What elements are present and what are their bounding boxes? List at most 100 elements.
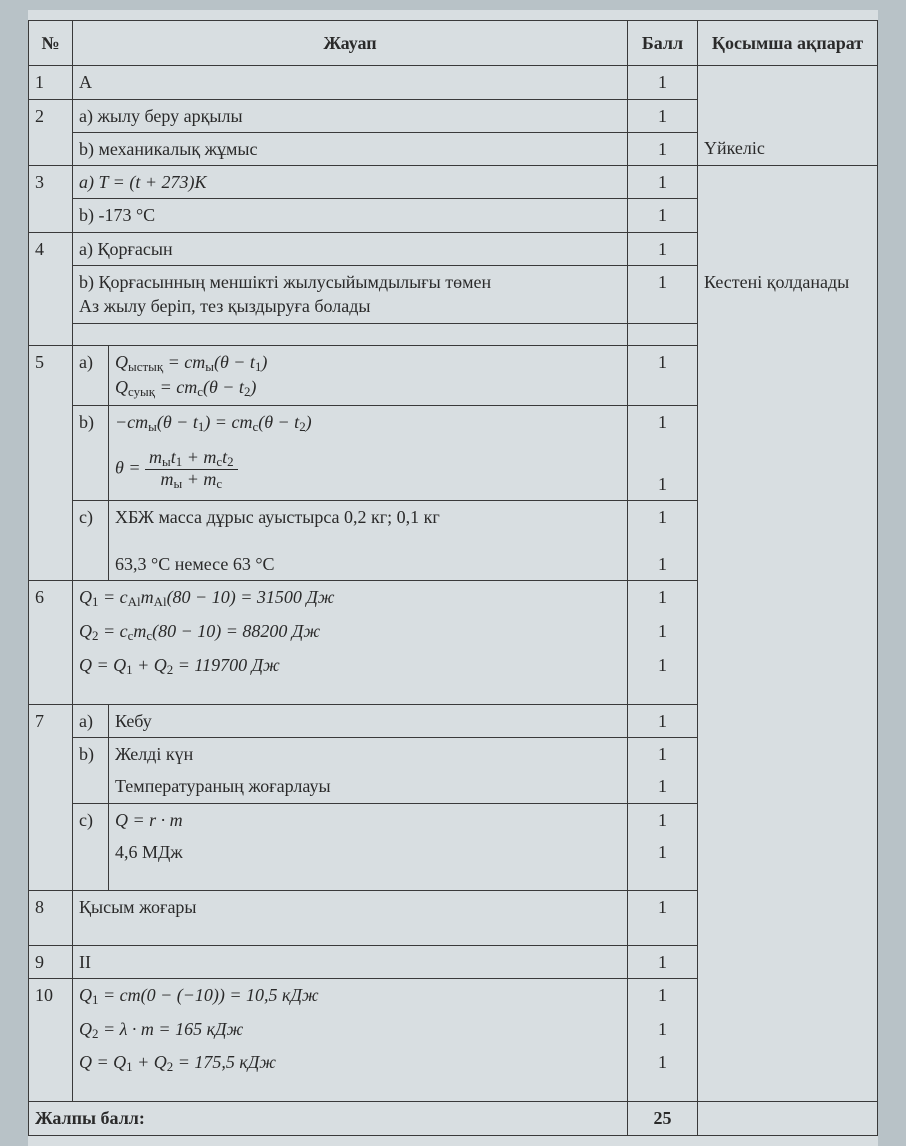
- row-7b2: Температураның жоғарлауы 1: [29, 770, 878, 803]
- col-score-header: Балл: [628, 21, 698, 66]
- row-6c-answer: Q = Q1 + Q2 = 119700 Дж: [73, 649, 628, 683]
- row-2a-extra: [698, 99, 878, 132]
- row-2b-extra: Үйкеліс: [698, 132, 878, 165]
- col-num-header: №: [29, 21, 73, 66]
- row-5-num: 5: [29, 345, 73, 405]
- row-3b: b) -173 °C 1: [29, 199, 878, 232]
- row-7c2: 4,6 МДж 1: [29, 836, 878, 868]
- row-5c-sub: c): [73, 501, 109, 534]
- row-5a-score: 1: [628, 345, 698, 405]
- row-5b2: θ = mыt1 + mсt2 mы + mс 1: [29, 440, 878, 501]
- row-6b-score: 1: [628, 615, 698, 649]
- row-4b-extra: Кестені қолданады: [698, 266, 878, 324]
- col-extra-header: Қосымша ақпарат: [698, 21, 878, 66]
- row-3a-answer: a) T = (t + 273)K: [73, 166, 628, 199]
- row-5c2-answer: 63,3 °C немесе 63 °C: [109, 534, 628, 581]
- row-2a-answer: a) жылу беру арқылы: [73, 99, 628, 132]
- row-10b: Q2 = λ · m = 165 кДж 1: [29, 1013, 878, 1047]
- row-10-num: 10: [29, 978, 73, 1012]
- row-10b-score: 1: [628, 1013, 698, 1047]
- row-6-num: 6: [29, 581, 73, 615]
- row-4b: b) Қорғасынның меншікті жылусыйымдылығы …: [29, 266, 878, 324]
- row-4a: 4 a) Қорғасын 1: [29, 232, 878, 265]
- row-1: 1 A 1: [29, 66, 878, 99]
- row-7b-sub: b): [73, 738, 109, 771]
- row-2-num: 2: [29, 99, 73, 132]
- row-4a-score: 1: [628, 232, 698, 265]
- row-4b-score: 1: [628, 266, 698, 324]
- row-10c-score: 1: [628, 1046, 698, 1080]
- row-7-spacer: [29, 868, 878, 890]
- row-7b1-answer: Желді күн: [109, 738, 628, 771]
- row-7b2-score: 1: [628, 770, 698, 803]
- row-5b1-answer: −cmы(θ − t1) = cmс(θ − t2): [109, 406, 628, 440]
- row-2b-answer: b) механикалық жұмыс: [73, 132, 628, 165]
- row-6b: Q2 = cсmс(80 − 10) = 88200 Дж 1: [29, 615, 878, 649]
- row-5c2-score: 1: [628, 534, 698, 581]
- row-2b: b) механикалық жұмыс 1 Үйкеліс: [29, 132, 878, 165]
- answer-table: № Жауап Балл Қосымша ақпарат 1 A 1 2 a) …: [28, 20, 878, 1136]
- row-5b2-answer: θ = mыt1 + mсt2 mы + mс: [109, 440, 628, 501]
- row-8-answer: Қысым жоғары: [73, 890, 628, 923]
- row-10b-answer: Q2 = λ · m = 165 кДж: [73, 1013, 628, 1047]
- row-10a-score: 1: [628, 978, 698, 1012]
- row-6a-answer: Q1 = cAlmAl(80 − 10) = 31500 Дж: [73, 581, 628, 615]
- row-5b1-score: 1: [628, 406, 698, 440]
- row-7c2-answer: 4,6 МДж: [109, 836, 628, 868]
- row-7b2-answer: Температураның жоғарлауы: [109, 770, 628, 803]
- row-8-spacer: [29, 923, 878, 945]
- row-6-spacer: [29, 682, 878, 704]
- row-1-answer: A: [73, 66, 628, 99]
- col-answer-header: Жауап: [73, 21, 628, 66]
- row-5b2-fraction-num: mыt1 + mсt2: [145, 448, 238, 470]
- row-6b-answer: Q2 = cсmс(80 − 10) = 88200 Дж: [73, 615, 628, 649]
- row-7-num: 7: [29, 704, 73, 737]
- row-5b2-fraction: mыt1 + mсt2 mы + mс: [145, 448, 238, 491]
- row-5c1: c) ХБЖ масса дұрыс ауыстырса 0,2 кг; 0,1…: [29, 501, 878, 534]
- row-1-extra: [698, 66, 878, 99]
- row-10c: Q = Q1 + Q2 = 175,5 кДж 1: [29, 1046, 878, 1080]
- row-5a-answer: Qыстық = cmы(θ − t1) Qсуық = cmс(θ − t2): [109, 345, 628, 405]
- row-7b1-score: 1: [628, 738, 698, 771]
- total-label: Жалпы балл:: [29, 1102, 628, 1135]
- row-10c-answer: Q = Q1 + Q2 = 175,5 кДж: [73, 1046, 628, 1080]
- row-5b2-fraction-den: mы + mс: [145, 470, 238, 491]
- row-7a-score: 1: [628, 704, 698, 737]
- row-6c: Q = Q1 + Q2 = 119700 Дж 1: [29, 649, 878, 683]
- row-10a: 10 Q1 = cm(0 − (−10)) = 10,5 кДж 1: [29, 978, 878, 1012]
- row-2a: 2 a) жылу беру арқылы 1: [29, 99, 878, 132]
- row-5a-line2: Qсуық = cmс(θ − t2): [115, 377, 256, 397]
- row-2a-score: 1: [628, 99, 698, 132]
- row-4a-answer: a) Қорғасын: [73, 232, 628, 265]
- row-4b-answer: b) Қорғасынның меншікті жылусыйымдылығы …: [73, 266, 628, 324]
- row-6a-score: 1: [628, 581, 698, 615]
- row-5b1: b) −cmы(θ − t1) = cmс(θ − t2) 1: [29, 406, 878, 440]
- scoring-table-page: № Жауап Балл Қосымша ақпарат 1 A 1 2 a) …: [28, 10, 878, 1146]
- row-5b2-score: 1: [628, 440, 698, 501]
- row-9: 9 II 1: [29, 945, 878, 978]
- row-10a-answer: Q1 = cm(0 − (−10)) = 10,5 кДж: [73, 978, 628, 1012]
- row-7c1: c) Q = r · m 1: [29, 803, 878, 836]
- row-7b1: b) Желді күн 1: [29, 738, 878, 771]
- row-5a: 5 a) Qыстық = cmы(θ − t1) Qсуық = cmс(θ …: [29, 345, 878, 405]
- row-3a: 3 a) T = (t + 273)K 1: [29, 166, 878, 199]
- row-5a-sub: a): [73, 345, 109, 405]
- row-8-score: 1: [628, 890, 698, 923]
- row-5c2: 63,3 °C немесе 63 °C 1: [29, 534, 878, 581]
- row-5c1-score: 1: [628, 501, 698, 534]
- row-3b-answer: b) -173 °C: [73, 199, 628, 232]
- row-7c2-score: 1: [628, 836, 698, 868]
- row-9-answer: II: [73, 945, 628, 978]
- row-7a-answer: Кебу: [109, 704, 628, 737]
- row-7c-sub: c): [73, 803, 109, 836]
- row-8-num: 8: [29, 890, 73, 923]
- row-5c1-answer: ХБЖ масса дұрыс ауыстырса 0,2 кг; 0,1 кг: [109, 501, 628, 534]
- row-6a: 6 Q1 = cAlmAl(80 − 10) = 31500 Дж 1: [29, 581, 878, 615]
- row-7c1-score: 1: [628, 803, 698, 836]
- row-3-num: 3: [29, 166, 73, 199]
- row-6c-score: 1: [628, 649, 698, 683]
- row-7a-sub: a): [73, 704, 109, 737]
- row-total: Жалпы балл: 25: [29, 1102, 878, 1135]
- row-8: 8 Қысым жоғары 1: [29, 890, 878, 923]
- header-row: № Жауап Балл Қосымша ақпарат: [29, 21, 878, 66]
